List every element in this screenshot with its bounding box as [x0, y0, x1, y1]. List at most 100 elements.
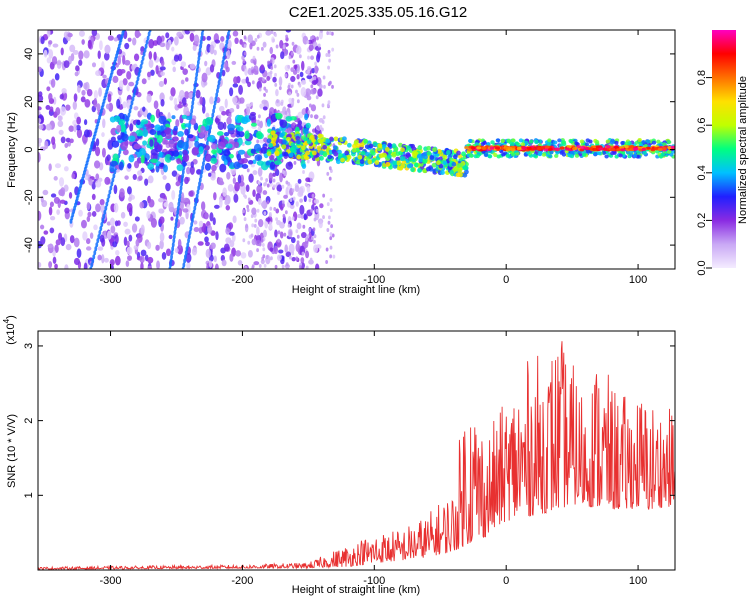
- heatmap-cell: [265, 30, 272, 36]
- exponent-power: 4: [2, 318, 11, 323]
- heatmap-cell: [295, 229, 299, 234]
- heatmap-cell: [327, 220, 331, 225]
- heatmap-cell: [73, 124, 77, 133]
- heatmap-cell: [145, 39, 149, 45]
- heatmap-cell: [160, 98, 165, 107]
- heatmap-cell: [90, 262, 94, 268]
- heatmap-cell: [173, 230, 177, 236]
- heatmap-cell: [216, 88, 219, 94]
- heatmap-cell: [219, 198, 223, 208]
- heatmap-cell: [299, 204, 305, 215]
- snr-line: [38, 341, 675, 570]
- heatmap-cell: [186, 242, 190, 248]
- heatmap-cell: [653, 146, 659, 151]
- heatmap-cell: [142, 128, 149, 138]
- heatmap-cell: [116, 98, 121, 109]
- heatmap-cell: [311, 193, 315, 198]
- heatmap-cell: [191, 147, 200, 156]
- heatmap-cell: [148, 30, 152, 33]
- heatmap-cell: [288, 255, 292, 260]
- heatmap-cell: [129, 123, 134, 132]
- heatmap-cell: [177, 53, 183, 62]
- heatmap-cell: [132, 37, 137, 46]
- heatmap-cell: [78, 30, 85, 37]
- heatmap-cell: [181, 161, 187, 167]
- heatmap-cell: [289, 198, 293, 203]
- heatmap-cell: [312, 227, 316, 232]
- heatmap-cell: [322, 144, 328, 150]
- heatmap-cell: [104, 205, 108, 211]
- heatmap-cell: [500, 138, 506, 143]
- heatmap-cell: [223, 159, 228, 166]
- heatmap-cell: [117, 55, 122, 66]
- heatmap-cell: [290, 237, 296, 244]
- heatmap-cell: [165, 42, 170, 51]
- heatmap-cell: [158, 115, 167, 125]
- heatmap-cell: [265, 217, 271, 222]
- heatmap-cell: [256, 130, 263, 140]
- heatmap-cell: [193, 34, 200, 45]
- snr-x-tick-label: -200: [231, 575, 253, 587]
- heatmap-cell: [273, 206, 277, 211]
- heatmap-cell: [327, 100, 331, 105]
- heatmap-cell: [95, 70, 102, 77]
- heatmap-cell: [256, 46, 260, 51]
- heatmap-cell: [38, 66, 42, 73]
- heatmap-cell: [177, 197, 181, 203]
- heatmap-cell: [263, 92, 266, 97]
- heatmap-cell: [260, 64, 265, 71]
- heatmap-cell: [288, 243, 295, 254]
- heatmap-cell: [126, 186, 132, 195]
- heatmap-cell: [277, 230, 281, 235]
- heatmap-cell: [253, 223, 257, 228]
- heatmap-cell: [118, 118, 125, 125]
- heatmap-cell: [48, 49, 54, 59]
- heatmap-cell: [452, 154, 458, 160]
- snr-plot: -300 -200 -100 0 100 1 2 3 Height of straight …: [2, 315, 676, 596]
- heatmap-cell: [113, 184, 118, 195]
- heatmap-cell: [222, 187, 227, 197]
- heatmap-cell: [96, 103, 101, 112]
- heatmap-cell: [302, 224, 306, 229]
- heatmap-cell: [296, 139, 301, 145]
- heatmap-cell: [77, 84, 81, 94]
- heatmap-cell: [76, 116, 81, 125]
- heatmap-cell: [215, 231, 219, 241]
- heatmap-cell: [105, 103, 110, 110]
- colorbar-tick-label: 0.4: [696, 165, 708, 180]
- heatmap-cell: [538, 150, 543, 155]
- heatmap-cell: [301, 60, 305, 71]
- heatmap-cell: [264, 181, 268, 186]
- heatmap-cell: [189, 30, 196, 33]
- heatmap-cell: [91, 193, 96, 201]
- heatmap-cell: [305, 150, 310, 156]
- heatmap-cell: [247, 197, 251, 202]
- heatmap-cell: [170, 254, 173, 260]
- heatmap-cell: [328, 80, 332, 85]
- heatmap-cell: [310, 88, 317, 95]
- heatmap-cell: [285, 251, 292, 258]
- heatmap-cell: [179, 185, 183, 191]
- snr-x-tick-label: -300: [100, 575, 122, 587]
- heatmap-cell: [300, 86, 307, 97]
- heatmap-cell: [215, 92, 219, 98]
- heatmap-cell: [115, 249, 120, 256]
- heatmap-cell: [234, 181, 240, 192]
- heatmap-cell: [274, 229, 278, 238]
- heatmap-cell: [204, 60, 208, 67]
- heatmap-cell: [455, 172, 461, 178]
- heatmap-cell: [220, 36, 225, 42]
- heatmap-cell: [615, 147, 621, 152]
- heatmap-cell: [298, 83, 302, 88]
- heatmap-cell: [159, 66, 166, 71]
- heatmap-cell: [171, 150, 180, 157]
- heatmap-cell: [319, 84, 323, 89]
- heatmap-cell: [327, 49, 331, 54]
- heatmap-cell: [107, 139, 114, 150]
- heatmap-cell: [320, 127, 324, 132]
- heatmap-cell: [124, 175, 129, 180]
- heatmap-cell: [297, 120, 303, 126]
- heatmap-cell: [374, 160, 380, 165]
- heatmap-cell: [147, 265, 153, 269]
- heatmap-cell: [140, 59, 144, 65]
